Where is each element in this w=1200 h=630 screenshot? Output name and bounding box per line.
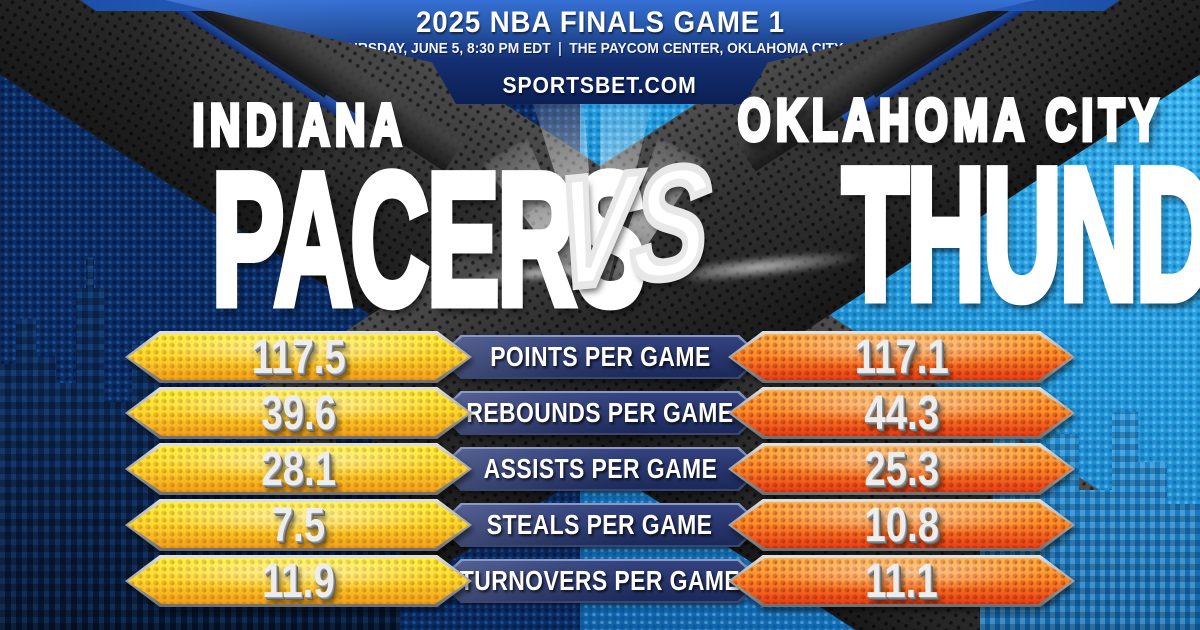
thunder-stat-value: 44.3 — [864, 386, 939, 440]
stat-label-core: REBOUNDS PER GAME — [440, 393, 760, 433]
pacers-stat-value: 28.1 — [261, 442, 336, 496]
team-right-name-line: THUNDER — [655, 140, 1200, 328]
stat-label-band: STEALS PER GAME — [438, 503, 762, 547]
stat-row-assists: ASSISTS PER GAME 28.1 25.3 — [0, 443, 1200, 495]
stat-label-core: TURNOVERS PER GAME — [440, 561, 760, 601]
pill-core: 10.8 — [731, 502, 1072, 548]
stat-label: POINTS PER GAME — [489, 341, 711, 372]
pacers-stat-pill: 28.1 — [125, 443, 472, 495]
pill-core: 117.1 — [731, 334, 1072, 380]
thunder-stat-value: 25.3 — [864, 442, 939, 496]
stat-label-band: TURNOVERS PER GAME — [438, 559, 762, 603]
pacers-stat-value: 11.9 — [262, 554, 335, 608]
versus-text: VS — [551, 132, 713, 322]
stat-row-steals: STEALS PER GAME 7.5 10.8 — [0, 499, 1200, 551]
stat-label: REBOUNDS PER GAME — [466, 397, 734, 428]
thunder-stat-value: 10.8 — [864, 498, 939, 552]
pacers-stat-pill: 39.6 — [125, 387, 472, 439]
versus-mark: VS — [527, 132, 713, 322]
stat-label: STEALS PER GAME — [487, 509, 713, 540]
stat-label-core: ASSISTS PER GAME — [440, 449, 760, 489]
stat-label-band: POINTS PER GAME — [438, 335, 762, 379]
pill-core: 28.1 — [128, 446, 469, 492]
pacers-stat-value: 39.6 — [261, 386, 336, 440]
thunder-stat-pill: 25.3 — [728, 443, 1075, 495]
stats-comparison: POINTS PER GAME 117.5 117.1 REBOUNDS — [0, 331, 1200, 611]
thunder-stat-value: 11.1 — [865, 554, 938, 608]
pill-core: 39.6 — [128, 390, 469, 436]
pill-core: 11.1 — [731, 558, 1072, 604]
event-venue: THE PAYCOM CENTER, OKLAHOMA CITY, OK — [569, 40, 871, 57]
pacers-stat-value: 7.5 — [271, 498, 326, 552]
stat-row-rebounds: REBOUNDS PER GAME 39.6 44.3 — [0, 387, 1200, 439]
event-details-text: THURSDAY, JUNE 5, 8:30 PM EDT | THE PAYCOM… — [330, 40, 871, 57]
event-title: 2025 NBA FINALS GAME 1 — [165, 6, 1035, 40]
pill-core: 11.9 — [128, 558, 469, 604]
thunder-stat-pill: 11.1 — [728, 555, 1075, 607]
thunder-stat-pill: 44.3 — [728, 387, 1075, 439]
stat-row-turnovers: TURNOVERS PER GAME 11.9 11.1 — [0, 555, 1200, 607]
pacers-stat-value: 117.5 — [251, 330, 346, 384]
team-right-block: OKLAHOMA CITY THUNDER — [655, 92, 1200, 328]
team-left-name-line: PACERS — [55, 145, 647, 333]
thunder-stat-value: 117.1 — [854, 330, 949, 384]
event-details: THURSDAY, JUNE 5, 8:30 PM EDT | THE PAYCOM… — [165, 40, 1035, 57]
stat-label-band: REBOUNDS PER GAME — [438, 391, 762, 435]
stat-row-points: POINTS PER GAME 117.5 117.1 — [0, 331, 1200, 383]
stat-label: TURNOVERS PER GAME — [459, 565, 741, 596]
pill-core: 117.5 — [128, 334, 469, 380]
thunder-stat-pill: 117.1 — [728, 331, 1075, 383]
thunder-stat-pill: 10.8 — [728, 499, 1075, 551]
stat-label-core: POINTS PER GAME — [440, 337, 760, 377]
team-right-name: THUNDER — [842, 140, 1200, 328]
pacers-stat-pill: 11.9 — [125, 555, 472, 607]
pacers-stat-pill: 7.5 — [125, 499, 472, 551]
team-left-block: INDIANA PACERS — [55, 97, 647, 333]
details-separator: | — [558, 40, 563, 57]
stat-label-core: STEALS PER GAME — [440, 505, 760, 545]
pacers-stat-pill: 117.5 — [125, 331, 472, 383]
stat-label-band: ASSISTS PER GAME — [438, 447, 762, 491]
stat-label: ASSISTS PER GAME — [483, 453, 717, 484]
event-title-text: 2025 NBA FINALS GAME 1 — [415, 6, 785, 39]
pill-core: 44.3 — [731, 390, 1072, 436]
pill-core: 25.3 — [731, 446, 1072, 492]
pill-core: 7.5 — [128, 502, 469, 548]
